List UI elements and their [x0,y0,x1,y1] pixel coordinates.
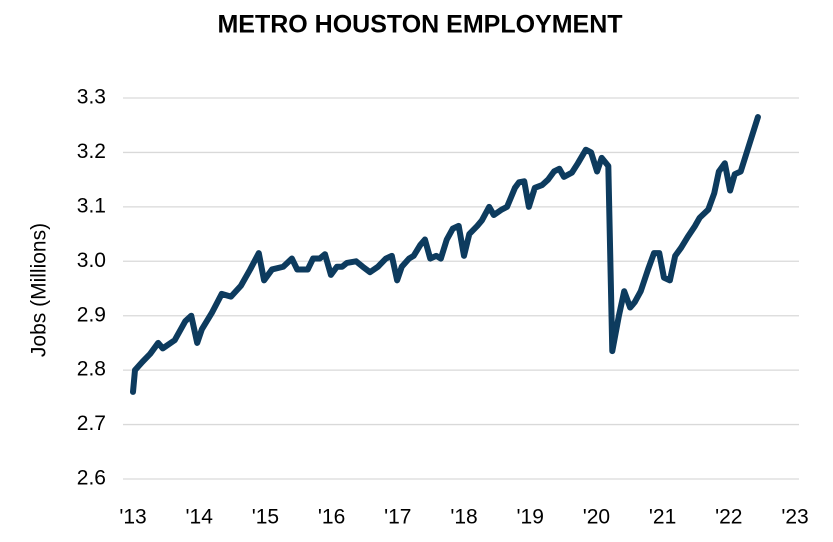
x-tick-label: '19 [517,506,544,529]
chart-title: METRO HOUSTON EMPLOYMENT [217,11,622,39]
x-tick-label: '20 [583,506,610,529]
x-tick-label: '15 [252,506,279,529]
y-tick-label: 3.3 [77,86,106,109]
x-tick-label: '22 [715,506,742,529]
y-tick-label: 3.1 [77,194,106,217]
x-tick-label: '18 [450,506,477,529]
y-tick-label: 2.9 [77,303,106,326]
x-tick-label: '17 [384,506,411,529]
y-tick-label: 2.7 [77,412,106,435]
y-tick-label: 3.0 [77,249,106,272]
x-tick-label: '16 [318,506,345,529]
y-axis-label: Jobs (Millions) [28,223,51,357]
y-tick-label: 2.8 [77,358,106,381]
x-tick-label: '14 [186,506,214,529]
x-tick-label: '13 [119,506,146,529]
x-tick-label: '23 [781,506,808,529]
data-line [130,114,761,395]
y-tick-label: 2.6 [77,467,106,490]
x-tick-label: '21 [649,506,676,529]
y-tick-label: 3.2 [77,140,106,163]
